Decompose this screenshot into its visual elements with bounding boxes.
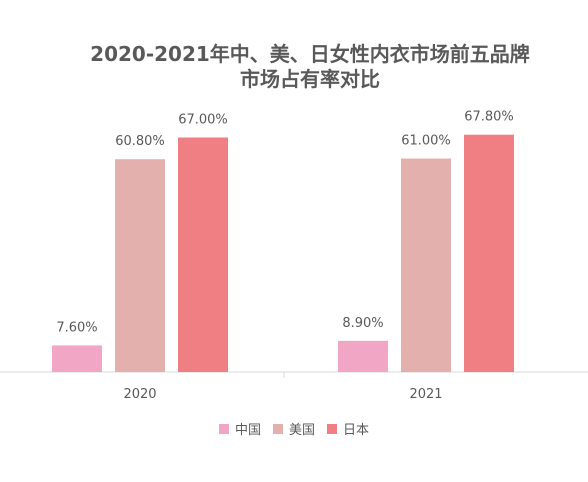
chart-title-line-1: 2020-2021年中、美、日女性内衣市场前五品牌 (90, 42, 530, 66)
x-tick-label: 2021 (409, 387, 442, 402)
data-label: 60.80% (115, 134, 165, 149)
chart-legend: 中国 美国 日本 (0, 419, 588, 438)
legend-label-usa: 美国 (288, 423, 315, 438)
data-label: 8.90% (342, 316, 383, 331)
legend-item-china: 中国 (218, 419, 261, 438)
bar-2021-usa (401, 158, 451, 372)
legend-item-usa: 美国 (272, 419, 315, 438)
bar-2020-usa (115, 159, 165, 372)
legend-label-china: 中国 (234, 423, 261, 438)
bar-2021-china (338, 340, 388, 372)
legend-label-japan: 日本 (343, 423, 370, 438)
chart-title: 2020-2021年中、美、日女性内衣市场前五品牌 市场占有率对比 (60, 42, 560, 92)
legend-swatch-japan (327, 423, 337, 434)
bar-2020-china (52, 345, 102, 372)
legend-swatch-china (218, 423, 229, 434)
data-label: 67.00% (178, 113, 228, 128)
data-label: 67.80% (464, 110, 514, 125)
data-label: 7.60% (56, 320, 97, 335)
x-tick-label: 2020 (123, 387, 156, 402)
bar-2020-japan (178, 137, 228, 372)
legend-item-japan: 日本 (327, 419, 369, 438)
legend-swatch-usa (272, 423, 283, 434)
chart-title-line-2: 市场占有率对比 (240, 67, 380, 91)
bar-2021-japan (464, 134, 514, 372)
data-label: 61.00% (401, 134, 451, 149)
